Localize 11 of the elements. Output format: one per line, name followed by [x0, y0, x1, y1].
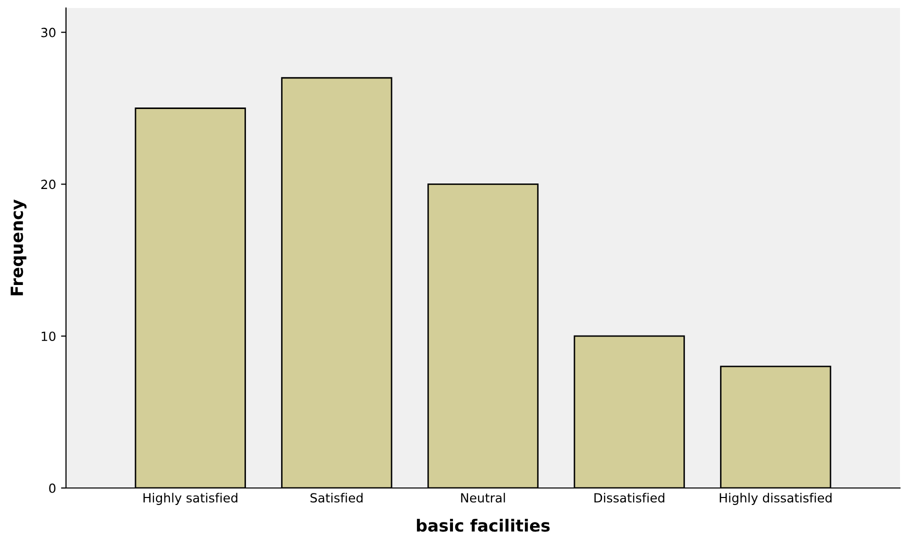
x-tick-label: Highly dissatisfied — [720, 492, 832, 505]
x-axis-title: basic facilities — [416, 518, 550, 532]
y-tick-label: 30 — [41, 28, 56, 38]
y-tick-label: 20 — [41, 180, 56, 190]
x-tick-label: Dissatisfied — [594, 492, 664, 503]
y-tick-label: 0 — [49, 483, 56, 493]
y-tick-label: 10 — [42, 332, 56, 342]
x-tick-label: Highly satisfied — [144, 492, 238, 505]
x-tick-label: Neutral — [461, 492, 505, 503]
y-axis-title: Frequency — [10, 200, 26, 296]
x-tick-label: Satisfied — [310, 492, 363, 503]
